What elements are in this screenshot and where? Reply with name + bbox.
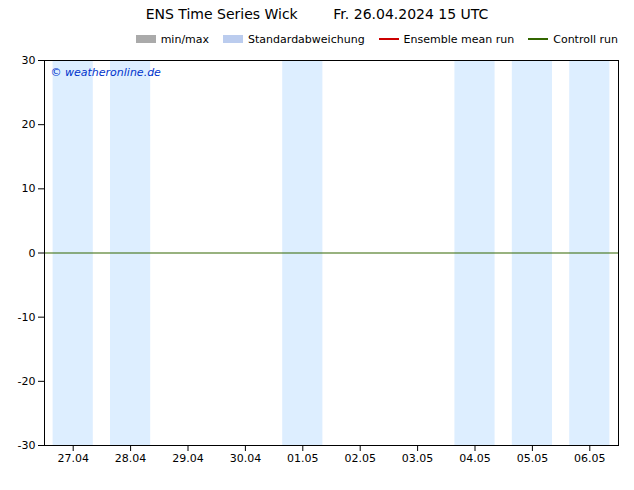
html-text:Controll run: Controll run <box>553 32 618 46</box>
svg-text:© weatheronline.de: © weatheronline.de <box>51 66 162 79</box>
svg-text:20: 20 <box>22 118 36 131</box>
svg-text:-10: -10 <box>18 311 36 324</box>
svg-text:01.05: 01.05 <box>287 452 319 465</box>
svg-text:04.05: 04.05 <box>459 452 491 465</box>
svg-text:-20: -20 <box>18 375 36 388</box>
svg-text:-30: -30 <box>18 439 36 452</box>
svg-text:28.04: 28.04 <box>115 452 147 465</box>
svg-text:29.04: 29.04 <box>172 452 204 465</box>
html-text:Standardabweichung: Standardabweichung <box>248 32 365 46</box>
svg-text:03.05: 03.05 <box>402 452 434 465</box>
html-text:ENS Time Series Wick Fr. 26.04: ENS Time Series Wick Fr. 26.04.2024 15 U… <box>145 6 489 22</box>
svg-text:27.04: 27.04 <box>57 452 89 465</box>
svg-text:10: 10 <box>22 182 36 195</box>
svg-text:05.05: 05.05 <box>517 452 549 465</box>
html-text:min/max: min/max <box>160 32 210 46</box>
svg-text:30.04: 30.04 <box>230 452 262 465</box>
svg-text:30: 30 <box>22 54 36 67</box>
html-text:Ensemble mean run: Ensemble mean run <box>403 32 515 46</box>
svg-text:0: 0 <box>29 247 36 260</box>
svg-text:06.05: 06.05 <box>574 452 606 465</box>
svg-text:02.05: 02.05 <box>344 452 376 465</box>
